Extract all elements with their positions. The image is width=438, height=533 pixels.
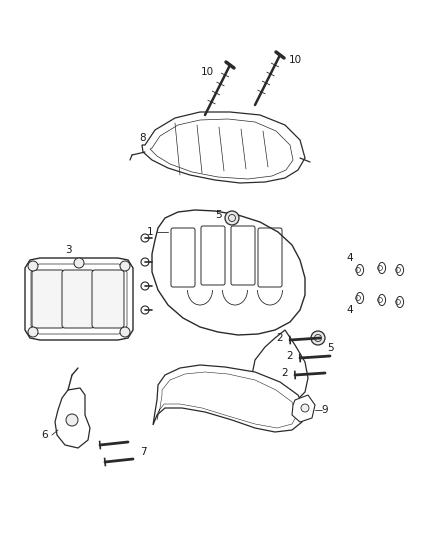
FancyBboxPatch shape [62, 270, 94, 328]
Circle shape [141, 258, 149, 266]
Text: 8: 8 [140, 133, 146, 143]
Text: 4: 4 [347, 305, 353, 315]
Polygon shape [252, 330, 308, 406]
Circle shape [141, 282, 149, 290]
Text: 2: 2 [287, 351, 293, 361]
Circle shape [141, 234, 149, 242]
Circle shape [120, 327, 130, 337]
Circle shape [74, 258, 84, 268]
Text: 10: 10 [289, 55, 301, 65]
Circle shape [141, 306, 149, 314]
Polygon shape [152, 210, 305, 335]
Text: 3: 3 [65, 245, 71, 255]
Text: 9: 9 [321, 405, 328, 415]
Text: 2: 2 [282, 368, 288, 378]
Text: 10: 10 [201, 67, 214, 77]
Polygon shape [292, 395, 315, 422]
FancyBboxPatch shape [92, 270, 124, 328]
Circle shape [28, 327, 38, 337]
FancyBboxPatch shape [32, 270, 64, 328]
Polygon shape [25, 258, 133, 340]
Text: 2: 2 [277, 333, 283, 343]
Text: 1: 1 [147, 227, 153, 237]
Text: 5: 5 [327, 343, 333, 353]
Circle shape [311, 331, 325, 345]
Text: 4: 4 [347, 253, 353, 263]
Text: 6: 6 [42, 430, 48, 440]
Circle shape [120, 261, 130, 271]
Circle shape [301, 404, 309, 412]
Text: 7: 7 [140, 447, 146, 457]
Polygon shape [142, 112, 305, 183]
Text: 5: 5 [215, 210, 221, 220]
Circle shape [28, 261, 38, 271]
Polygon shape [55, 388, 90, 448]
Polygon shape [153, 365, 305, 432]
Circle shape [225, 211, 239, 225]
Circle shape [66, 414, 78, 426]
